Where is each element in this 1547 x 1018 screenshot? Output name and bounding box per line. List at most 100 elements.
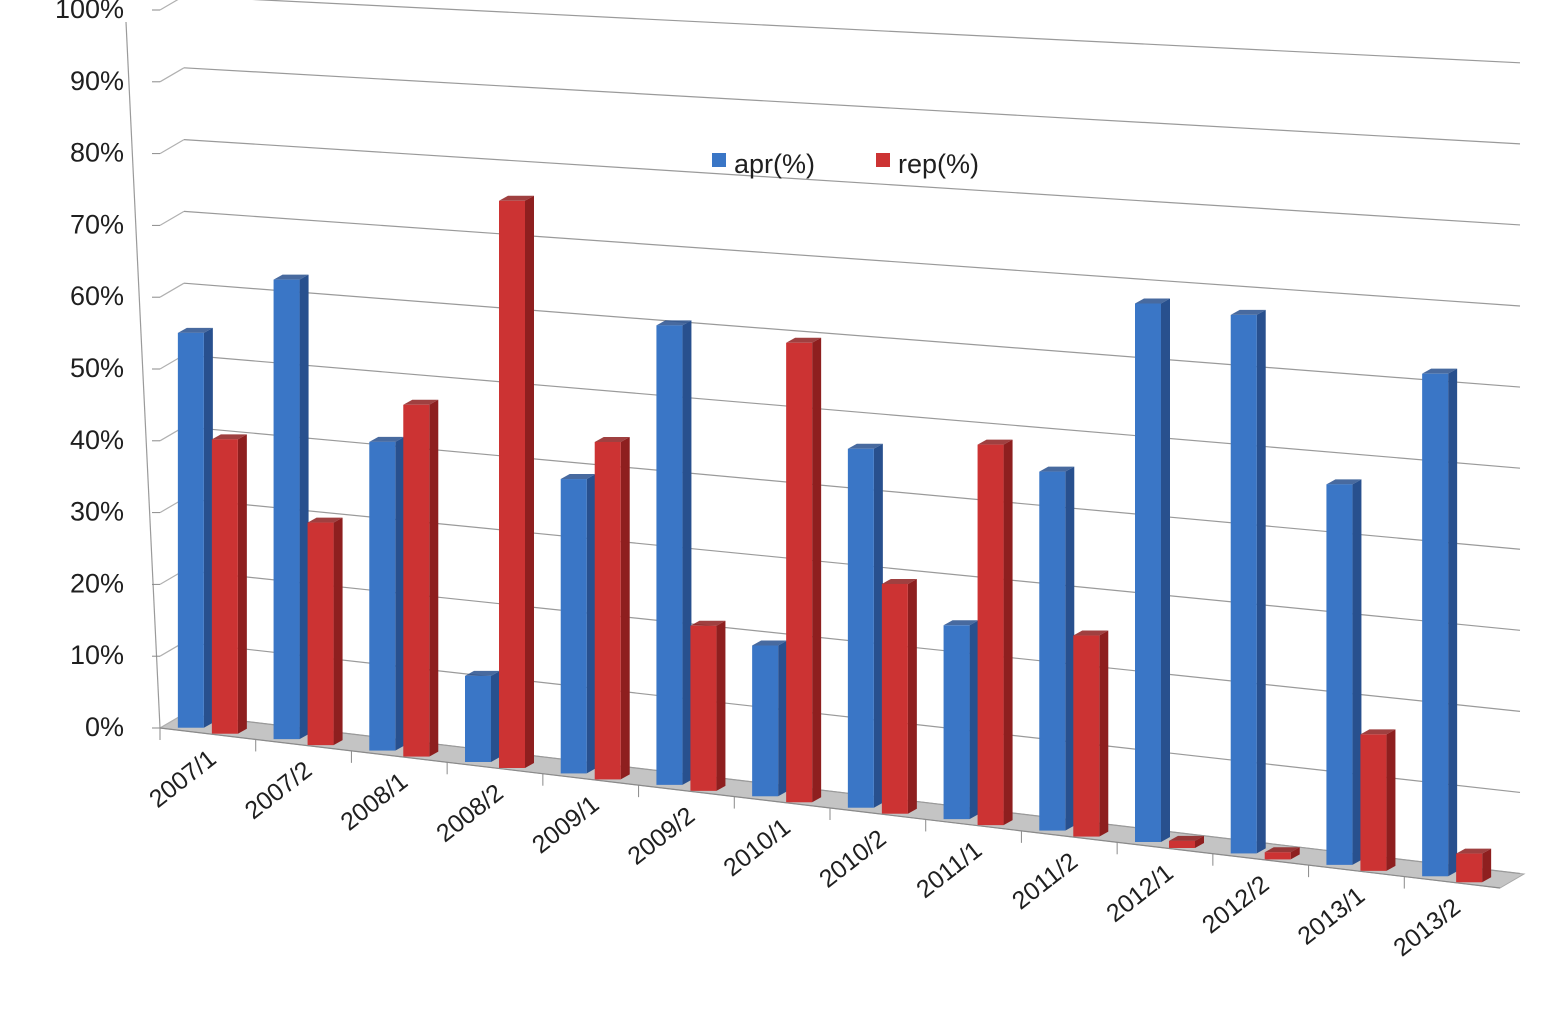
bar-rep-2011-2 — [1073, 630, 1109, 837]
bar-rep-2012-2-front — [1264, 852, 1291, 860]
bar-apr-2013-1-front — [1326, 484, 1353, 865]
bar-rep-2007-1-side — [237, 434, 247, 734]
bar-rep-2011-1-top — [977, 439, 1013, 445]
y-tick-label: 90% — [70, 66, 124, 96]
gridline — [183, 354, 1521, 469]
y-tick-label: 10% — [70, 640, 124, 670]
bar-rep-2007-1-front — [211, 439, 238, 734]
bar-rep-2009-2-front — [690, 625, 717, 791]
y-tick-label: 0% — [85, 712, 124, 742]
legend-swatch-rep — [876, 153, 890, 167]
bar-rep-2010-1-side — [812, 337, 822, 803]
bar-apr-2010-1-side — [778, 640, 788, 797]
bar-apr-2010-2-side — [873, 443, 883, 808]
x-tick-label: 2007/1 — [144, 744, 221, 813]
bar-apr-2013-2-front — [1422, 373, 1449, 877]
bar-rep-2009-2-top — [690, 620, 726, 626]
bar-rep-2009-2 — [690, 620, 726, 791]
bar-apr-2009-1-front — [560, 479, 587, 774]
x-tick-label: 2013/1 — [1293, 882, 1370, 951]
bar-apr-2007-1-top — [177, 327, 213, 333]
y-tick-label: 40% — [70, 425, 124, 455]
bar-apr-2011-2-side — [1065, 466, 1075, 831]
bar-apr-2012-2 — [1230, 309, 1266, 854]
bar-rep-2007-2-top — [307, 517, 343, 523]
bar-rep-2011-2-front — [1073, 635, 1100, 837]
bar-apr-2010-2-top — [847, 443, 883, 449]
bar-rep-2008-1-side — [429, 399, 439, 757]
bar-apr-2011-1-front — [943, 625, 970, 820]
x-tick-label: 2009/1 — [527, 790, 604, 859]
x-tick-label: 2011/2 — [1007, 847, 1083, 915]
x-tick-label: 2008/1 — [335, 767, 412, 836]
bar-rep-2007-2 — [307, 517, 343, 746]
bar-rep-2008-1-front — [403, 404, 430, 757]
bar-apr-2009-1-top — [560, 474, 596, 480]
bar-apr-2007-1-side — [203, 327, 213, 728]
bar-rep-2012-1-front — [1169, 840, 1195, 848]
bar-apr-2007-1-front — [177, 332, 204, 728]
x-tick-label: 2009/2 — [623, 802, 700, 871]
bar-apr-2009-2-front — [656, 325, 683, 785]
bar-apr-2013-1-top — [1326, 479, 1362, 485]
bar-rep-2008-1-top — [403, 399, 439, 405]
y-tick-label: 100% — [55, 0, 124, 24]
bar-rep-2011-1-side — [1003, 439, 1013, 826]
bar-apr-2013-1-side — [1352, 479, 1362, 865]
bar-apr-2009-2-side — [682, 320, 692, 785]
gridline — [183, 139, 1521, 226]
x-tick-label: 2012/2 — [1197, 870, 1274, 939]
bar-rep-2008-1 — [403, 399, 439, 757]
bar-apr-2013-2-side — [1448, 368, 1458, 877]
bar-rep-2012-1-top — [1169, 835, 1204, 841]
bar-rep-2012-2-side — [1290, 847, 1300, 860]
bar-apr-2013-2 — [1422, 368, 1458, 877]
bar-rep-2013-2-front — [1456, 853, 1483, 883]
gridline-wall — [159, 210, 185, 226]
bar-apr-2008-1-top — [369, 436, 405, 442]
gridline-wall — [159, 282, 185, 298]
bar-apr-2011-1-top — [943, 620, 979, 626]
bar-rep-2011-1 — [977, 439, 1013, 826]
bar-rep-2008-2-side — [525, 195, 534, 768]
bar-rep-2013-1 — [1360, 729, 1396, 871]
bar-rep-2009-1-front — [594, 441, 621, 780]
x-tick-label: 2010/1 — [718, 813, 795, 882]
bar-apr-2010-2 — [847, 443, 883, 808]
bar-apr-2012-1-front — [1135, 303, 1161, 842]
bar-rep-2010-2-side — [907, 578, 917, 814]
bar-rep-2007-2-side — [333, 517, 343, 746]
y-tick-label: 70% — [70, 209, 124, 239]
bar-apr-2009-2-top — [656, 320, 692, 326]
bar-apr-2008-2-side — [491, 670, 500, 762]
bar-apr-2013-1 — [1326, 479, 1362, 865]
bar-apr-2012-2-top — [1230, 309, 1266, 315]
bar-apr-2012-1-side — [1161, 298, 1170, 842]
bar-apr-2008-1-side — [395, 436, 405, 751]
bar-apr-2008-1 — [369, 436, 405, 751]
bar-rep-2010-2-top — [881, 578, 917, 584]
bar-apr-2011-1 — [943, 620, 979, 820]
bar-rep-2012-1-side — [1195, 835, 1204, 848]
bar-apr-2007-2 — [273, 274, 309, 740]
x-tick-label: 2007/2 — [240, 756, 317, 825]
bar-apr-2012-2-side — [1256, 309, 1266, 854]
bar-apr-2010-2-front — [847, 448, 874, 808]
x-tick-label: 2013/2 — [1388, 893, 1465, 962]
bar-rep-2011-2-top — [1073, 630, 1109, 636]
bar-apr-2012-2-front — [1230, 314, 1257, 854]
bar-apr-2010-1-front — [752, 645, 779, 797]
bar-rep-2011-1-front — [977, 444, 1004, 826]
bar-apr-2007-2-top — [273, 274, 309, 280]
bar-apr-2008-2 — [465, 670, 500, 762]
gridline-wall — [159, 139, 185, 155]
bars — [177, 195, 1492, 883]
bar-apr-2010-1 — [752, 640, 788, 797]
bar-rep-2010-1-top — [786, 337, 822, 343]
y-tick-label: 80% — [70, 138, 124, 168]
gridline — [183, 282, 1521, 388]
x-tick-label: 2010/2 — [814, 824, 891, 893]
legend: apr(%) rep(%) — [712, 149, 979, 179]
bar-rep-2013-2-top — [1456, 848, 1492, 854]
x-tick-label: 2008/2 — [431, 779, 508, 848]
